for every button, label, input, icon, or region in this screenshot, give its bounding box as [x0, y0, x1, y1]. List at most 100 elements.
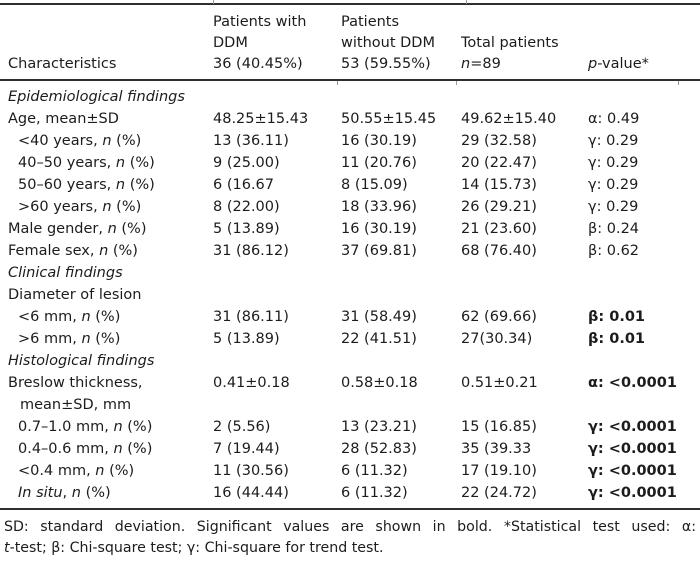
header-line: Total patients	[461, 35, 559, 51]
cell-p-value: γ: <0.0001	[588, 441, 677, 457]
table-row: <6 mm, n (%) 31 (86.11) 31 (58.49) 62 (69.6…	[0, 306, 700, 328]
cell-with-ddm: 2 (5.56)	[213, 419, 271, 435]
text-part: Female sex,	[8, 243, 100, 259]
table-row: Age, mean±SD 48.25±15.43 50.55±15.45 49.62±…	[0, 108, 700, 130]
text-part: -value*	[597, 56, 649, 72]
cell-total: 14 (15.73)	[461, 177, 537, 193]
cell-p-value: α: <0.0001	[588, 375, 677, 391]
table-row: >60 years, n (%) 8 (22.00) 18 (33.96) 26 (2…	[0, 196, 700, 218]
text-part: (%)	[108, 243, 138, 259]
cell-without-ddm: 16 (30.19)	[341, 221, 417, 237]
column-header-patients-with-ddm: Patients with DDM 36 (40.45%)	[213, 4, 341, 81]
text-part: In situ	[18, 485, 63, 501]
text-part: (%)	[111, 133, 142, 149]
row-label: <40 years, n (%)	[0, 130, 213, 152]
cell-without-ddm: 50.55±15.45	[341, 111, 437, 127]
header-line: 53 (59.55%)	[341, 56, 431, 72]
column-rule-tick	[456, 81, 457, 85]
table-footnote: SD: standard deviation. Significant valu…	[4, 517, 696, 559]
cell-with-ddm: 31 (86.12)	[213, 243, 289, 259]
text-part: n	[115, 155, 126, 171]
table-row: <0.4 mm, n (%) 11 (30.56) 6 (11.32) 17 (19.…	[0, 460, 700, 482]
table-row: >6 mm, n (%) 5 (13.89) 22 (41.51) 27(30.34)…	[0, 328, 700, 350]
table-row: 0.7–1.0 mm, n (%) 2 (5.56) 13 (23.21) 15 (1…	[0, 416, 700, 438]
text-part: Age, mean±SD	[8, 111, 119, 127]
cell-total: 27(30.34)	[461, 331, 533, 347]
table-row: <40 years, n (%) 13 (36.11) 16 (30.19) 29 (…	[0, 130, 700, 152]
cell-without-ddm: 11 (20.76)	[341, 155, 417, 171]
text-part: 0.4–0.6 mm,	[18, 441, 114, 457]
text-part: (%)	[90, 331, 121, 347]
cell-with-ddm: 8 (22.00)	[213, 199, 280, 215]
text-part: =89	[470, 56, 501, 72]
cell-with-ddm: 7 (19.44)	[213, 441, 280, 457]
footnote-line-1: SD: standard deviation. Significant valu…	[4, 519, 696, 535]
section-row: Histological findings	[0, 350, 700, 372]
cell-total: 35 (39.33	[461, 441, 532, 457]
column-rule-tick	[678, 81, 679, 85]
section-label: Clinical findings	[8, 265, 123, 281]
cell-without-ddm: 28 (52.83)	[341, 441, 417, 457]
table-row: Male gender, n (%) 5 (13.89) 16 (30.19) 21 …	[0, 218, 700, 240]
table-row: 40–50 years, n (%) 9 (25.00) 11 (20.76) 20 …	[0, 152, 700, 174]
row-label-line2: mean±SD, mm	[20, 397, 132, 413]
cell-p-value: γ: <0.0001	[588, 485, 677, 501]
text-part: Diameter of lesion	[8, 287, 142, 303]
header-line: DDM	[213, 35, 248, 51]
cell-with-ddm: 6 (16.67	[213, 177, 275, 193]
text-part: n	[113, 419, 123, 435]
header-line: 36 (40.45%)	[213, 56, 303, 72]
cell-without-ddm	[341, 284, 461, 306]
section-row: Epidemiological findings	[0, 80, 700, 108]
row-label: Breslow thickness, mean±SD, mm	[0, 372, 213, 416]
text-part: n	[102, 199, 112, 215]
cell-p-value: β: 0.01	[588, 331, 646, 347]
text-part: <6 mm,	[18, 309, 82, 325]
section-label: Epidemiological findings	[8, 89, 185, 105]
text-part: (%)	[80, 485, 111, 501]
text-part: <40 years,	[18, 133, 103, 149]
column-header-p-value: p-value*	[588, 4, 700, 81]
text-part: 50–60 years,	[18, 177, 116, 193]
cell-p-value: β: 0.62	[588, 243, 640, 259]
text-part: (%)	[116, 221, 147, 237]
cell-total: 17 (19.10)	[461, 463, 537, 479]
column-header-total-patients: Total patients n=89	[461, 4, 588, 81]
table-row: 50–60 years, n (%) 6 (16.67 8 (15.09) 14 (1…	[0, 174, 700, 196]
table-row: Diameter of lesion	[0, 284, 700, 306]
cell-total: 22 (24.72)	[461, 485, 537, 501]
text-part: (%)	[104, 463, 135, 479]
text-part: (%)	[125, 155, 155, 171]
cell-p-value: γ: 0.29	[588, 155, 639, 171]
cell-without-ddm: 37 (69.81)	[341, 243, 417, 259]
text-part: n	[81, 309, 91, 325]
text-part: n	[113, 441, 123, 457]
cell-p-value: β: 0.01	[588, 309, 646, 325]
cell-total: 0.51±0.21	[461, 375, 538, 391]
text-part: n	[102, 133, 112, 149]
cell-with-ddm: 13 (36.11)	[213, 133, 289, 149]
text-part: (%)	[125, 177, 155, 193]
cell-p-value: α: 0.49	[588, 111, 640, 127]
text-part: n	[107, 221, 117, 237]
column-rule-tick	[337, 81, 338, 85]
table-row: Breslow thickness, mean±SD, mm 0.41±0.18 0.…	[0, 372, 700, 416]
cell-with-ddm: 11 (30.56)	[213, 463, 289, 479]
text-part: ,	[62, 485, 72, 501]
row-label: 40–50 years, n (%)	[0, 152, 213, 174]
text-part: (%)	[111, 199, 142, 215]
cell-p-value: γ: 0.29	[588, 133, 639, 149]
text-part: p	[588, 56, 598, 72]
cell-without-ddm: 16 (30.19)	[341, 133, 417, 149]
text-part: <0.4 mm,	[18, 463, 96, 479]
text-part: n	[461, 56, 471, 72]
cell-with-ddm: 31 (86.11)	[213, 309, 289, 325]
row-label: 50–60 years, n (%)	[0, 174, 213, 196]
cell-with-ddm: 0.41±0.18	[213, 375, 290, 391]
cell-with-ddm: 16 (44.44)	[213, 485, 289, 501]
cell-p-value: γ: <0.0001	[588, 463, 677, 479]
row-label: Age, mean±SD	[0, 108, 213, 130]
cell-with-ddm	[213, 284, 341, 306]
cell-without-ddm: 8 (15.09)	[341, 177, 408, 193]
